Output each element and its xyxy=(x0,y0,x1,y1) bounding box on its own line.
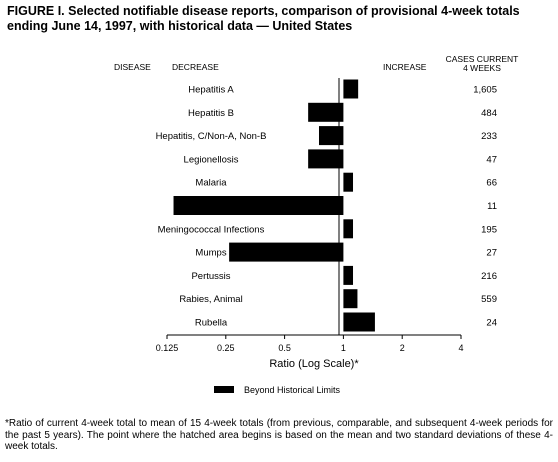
category-label: Legionellosis xyxy=(184,154,239,165)
category-label: Rabies, Animal xyxy=(179,294,242,305)
legend: Beyond Historical Limits xyxy=(214,385,341,395)
category-label: Hepatitis B xyxy=(188,108,234,119)
category-label: Hepatitis, C/Non-A, Non-B xyxy=(156,131,267,142)
category-label: Rubella xyxy=(195,318,228,329)
bar-chart: DISEASE DECREASE INCREASE CASES CURRENT … xyxy=(114,54,519,395)
bar xyxy=(343,289,358,309)
category-label: Meningococcal Infections xyxy=(158,224,265,235)
header-disease: DISEASE xyxy=(114,62,151,72)
category-labels: Hepatitis A Hepatitis B Hepatitis, C/Non-A… xyxy=(156,85,267,329)
bar xyxy=(308,102,344,122)
cases-value: 233 xyxy=(481,131,497,142)
category-label: Measles, Total xyxy=(181,201,242,212)
header-decrease: DECREASE xyxy=(172,62,219,72)
x-tick-label: 0.5 xyxy=(278,343,291,353)
category-label: Hepatitis A xyxy=(188,85,234,96)
x-axis-label: Ratio (Log Scale)* xyxy=(269,358,359,370)
cases-value: 11 xyxy=(487,201,497,212)
bar xyxy=(343,79,359,99)
cases-value: 216 xyxy=(481,271,497,282)
x-tick-label: 4 xyxy=(458,343,463,353)
header-cases-line2: 4 WEEKS xyxy=(463,63,501,73)
cases-value: 1,605 xyxy=(473,85,497,96)
bar xyxy=(343,312,375,332)
legend-label: Beyond Historical Limits xyxy=(244,385,341,395)
cases-value: 27 xyxy=(486,248,497,259)
cases-values: 1,605 484 233 47 66 11 195 27 216 559 24 xyxy=(473,85,497,329)
cases-value: 559 xyxy=(481,294,497,305)
legend-swatch xyxy=(214,386,234,393)
bar xyxy=(343,219,354,239)
x-tick-label: 2 xyxy=(400,343,405,353)
category-label: Malaria xyxy=(195,178,227,189)
header-cases-line1: CASES CURRENT xyxy=(446,54,519,64)
x-ticks: 0.125 0.25 0.5 1 2 4 xyxy=(156,335,464,353)
cases-value: 47 xyxy=(486,154,497,165)
bar xyxy=(318,126,344,146)
bars-layer xyxy=(173,79,375,332)
category-label: Pertussis xyxy=(191,271,230,282)
header-increase: INCREASE xyxy=(383,62,427,72)
bar xyxy=(229,242,344,262)
x-tick-label: 0.25 xyxy=(217,343,235,353)
bar xyxy=(343,265,354,285)
bar xyxy=(343,172,354,192)
x-tick-label: 0.125 xyxy=(156,343,179,353)
cases-value: 24 xyxy=(486,318,497,329)
cases-value: 484 xyxy=(481,108,497,119)
x-tick-label: 1 xyxy=(341,343,346,353)
cases-value: 195 xyxy=(481,224,497,235)
bar xyxy=(173,196,344,215)
footnote: *Ratio of current 4-week total to mean o… xyxy=(5,418,553,452)
category-label: Mumps xyxy=(195,248,226,259)
bar xyxy=(308,149,344,169)
figure-title: FIGURE I. Selected notifiable disease re… xyxy=(7,4,520,33)
cases-value: 66 xyxy=(486,178,497,189)
